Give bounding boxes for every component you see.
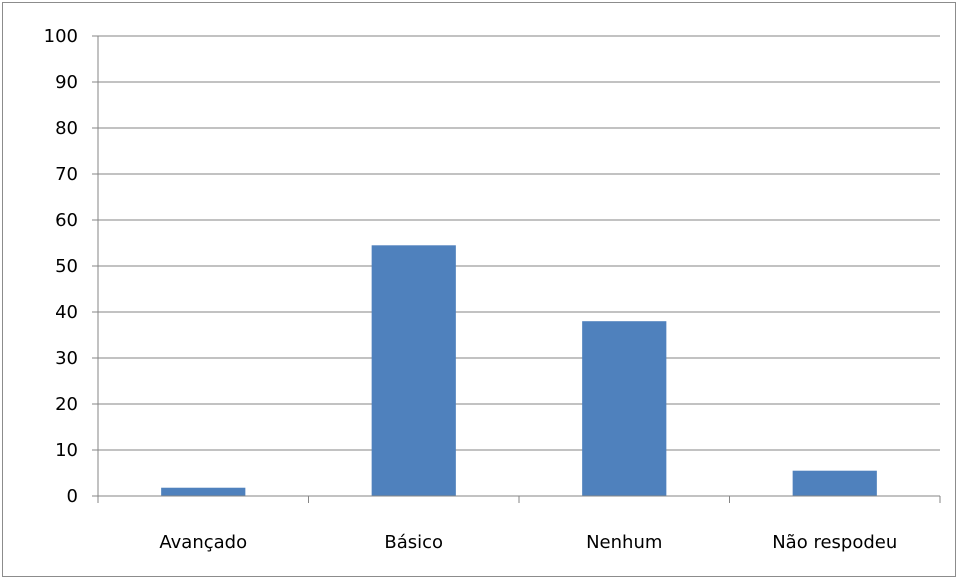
x-tick-label: Nenhum xyxy=(586,532,662,553)
y-tick-label: 80 xyxy=(55,118,78,139)
bar xyxy=(792,470,877,496)
x-tick-label: Básico xyxy=(384,532,443,553)
y-tick-label: 20 xyxy=(55,394,78,415)
x-tick-labels: Avançado Básico Nenhum Não respodeu xyxy=(159,532,897,553)
y-tick-label: 100 xyxy=(44,26,78,47)
y-tick-labels: 0 10 20 30 40 50 60 70 80 90 100 xyxy=(44,26,78,507)
y-tick-label: 30 xyxy=(55,348,78,369)
gridlines xyxy=(98,35,940,451)
y-tick-label: 60 xyxy=(55,210,78,231)
y-tick-label: 0 xyxy=(67,486,78,507)
bar xyxy=(161,487,246,496)
y-tick-label: 40 xyxy=(55,302,78,323)
axes xyxy=(92,35,941,503)
y-tick-label: 70 xyxy=(55,164,78,185)
y-tick-label: 10 xyxy=(55,440,78,461)
bars xyxy=(161,245,877,496)
x-tick-label: Avançado xyxy=(159,532,247,553)
x-tick-label: Não respodeu xyxy=(772,532,897,553)
bar xyxy=(582,321,667,496)
y-tick-label: 90 xyxy=(55,72,78,93)
bar xyxy=(371,245,456,496)
y-tick-label: 50 xyxy=(55,256,78,277)
